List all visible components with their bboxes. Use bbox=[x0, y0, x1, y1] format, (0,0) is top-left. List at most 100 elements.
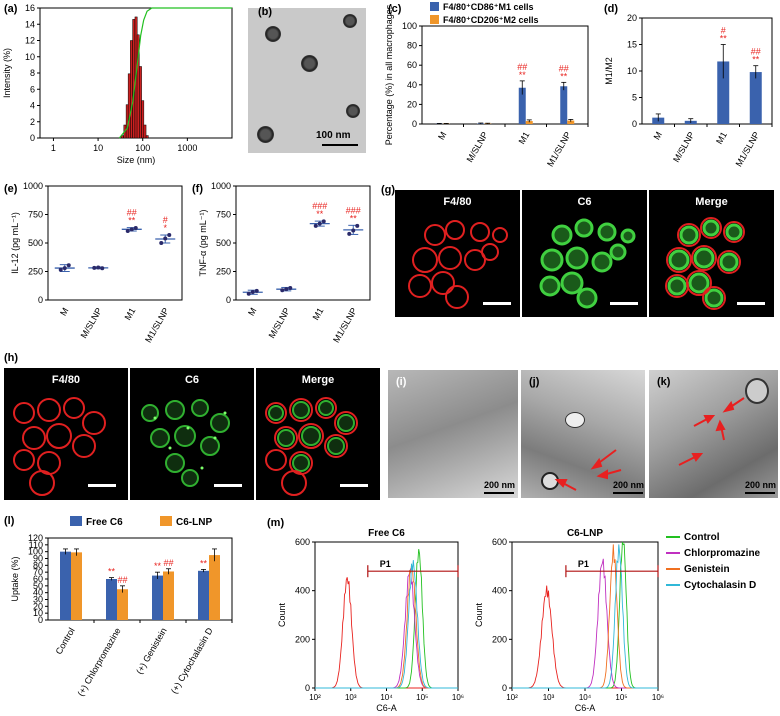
y-axis-label: Intensity (%) bbox=[2, 48, 12, 98]
panel-f-tnfa-chart: (f) 0 250 500 750 1000 TNF-α (pg mL⁻¹) M M/SLNP M… bbox=[192, 181, 371, 344]
legend-label: C6-LNP bbox=[176, 517, 212, 528]
y-tick-label: 500 bbox=[28, 238, 43, 248]
y-tick-label: 5 bbox=[632, 93, 637, 103]
x-tick-label: 10⁴ bbox=[380, 693, 393, 702]
nanoparticle bbox=[257, 126, 274, 143]
y-tick-label: 0 bbox=[412, 119, 417, 129]
y-tick-label: 14 bbox=[25, 19, 35, 29]
y-tick-label: 10 bbox=[25, 52, 35, 62]
merge-cells bbox=[665, 217, 745, 310]
histogram-line bbox=[315, 564, 458, 689]
f480-cells bbox=[408, 220, 508, 309]
panel-h-label: (h) bbox=[4, 352, 19, 364]
y-axis-label: Count bbox=[277, 603, 287, 628]
significance-mark: ** bbox=[519, 70, 527, 80]
panel-label: (e) bbox=[4, 183, 18, 195]
x-tick-label: M/SLNP bbox=[465, 130, 490, 164]
x-tick-label: M/SLNP bbox=[267, 306, 292, 340]
image-title: F4/80 bbox=[51, 374, 81, 386]
scale-bar bbox=[214, 484, 242, 487]
y-tick-label: 500 bbox=[216, 238, 231, 248]
bar bbox=[749, 72, 762, 124]
y-tick-label: 0 bbox=[632, 119, 637, 129]
bar bbox=[518, 87, 526, 124]
panel-k-tem-image: (k) 200 nm bbox=[649, 370, 778, 498]
data-point bbox=[288, 286, 293, 291]
x-tick-label: 10⁶ bbox=[652, 693, 664, 702]
y-tick-label: 110 bbox=[29, 540, 43, 550]
scale-bar bbox=[88, 484, 116, 487]
bar bbox=[163, 571, 174, 620]
x-tick-label: M1 bbox=[311, 306, 326, 322]
size-bar bbox=[127, 73, 131, 139]
y-tick-label: 60 bbox=[407, 60, 417, 70]
y-tick-label: 15 bbox=[627, 40, 637, 50]
x-tick-label: 1 bbox=[51, 143, 56, 153]
vesicle bbox=[745, 378, 769, 404]
significance-mark: ### bbox=[346, 205, 361, 215]
legend-label: Genistein bbox=[684, 564, 730, 575]
significance-mark: ## bbox=[517, 62, 527, 72]
y-tick-label: 20 bbox=[627, 13, 637, 23]
panel-h-merge-image: Merge bbox=[256, 368, 380, 500]
panel-label: (l) bbox=[4, 515, 15, 527]
x-tick-label: M1 bbox=[123, 306, 138, 322]
y-tick-label: 1000 bbox=[211, 181, 231, 191]
y-tick-label: 0 bbox=[502, 683, 507, 693]
panel-g-f480-image: F4/80 bbox=[395, 190, 520, 317]
significance-mark: ** bbox=[154, 561, 162, 571]
panel-m-free-c6-histogram: (m) Free C6 0 200 400 600 Count 10² 10³ 10⁴ 10⁵ 10⁶… bbox=[267, 517, 464, 713]
data-point bbox=[129, 227, 134, 232]
significance-mark: ** bbox=[128, 216, 136, 226]
panel-a-size-distribution-chart: (a) 0 2 4 6 8 10 12 14 16 Intensity (%) 1 10 100 1000 S… bbox=[2, 3, 233, 165]
x-tick-label: Control bbox=[54, 626, 77, 656]
x-tick-label: (+) Chlorpromazine bbox=[75, 626, 122, 698]
nanoparticle bbox=[343, 14, 357, 28]
scale-bar bbox=[322, 144, 358, 146]
image-title: C6 bbox=[184, 374, 200, 386]
x-tick-label: M1/SLNP bbox=[143, 306, 171, 344]
panel-label: (c) bbox=[388, 3, 402, 15]
scale-bar bbox=[610, 302, 638, 305]
x-tick-label: 10⁴ bbox=[579, 693, 592, 702]
legend-label: Chlorpromazine bbox=[684, 548, 761, 559]
x-tick-label: M1/SLNP bbox=[331, 306, 359, 344]
data-point bbox=[100, 266, 105, 271]
size-bar bbox=[139, 66, 142, 139]
size-bar bbox=[141, 100, 145, 139]
x-tick-label: M/SLNP bbox=[671, 130, 696, 164]
data-point bbox=[66, 263, 71, 268]
x-tick-label: M bbox=[652, 130, 664, 141]
legend-swatch bbox=[160, 516, 172, 526]
image-title: F4/80 bbox=[443, 196, 472, 208]
x-tick-label: M1/SLNP bbox=[734, 130, 762, 168]
x-tick-label: M1 bbox=[517, 130, 532, 146]
merge-cells bbox=[265, 397, 358, 496]
y-tick-label: 80 bbox=[407, 41, 417, 51]
y-tick-label: 8 bbox=[30, 68, 35, 78]
f480-cells bbox=[13, 397, 106, 496]
panel-g-c6-image: C6 bbox=[522, 190, 647, 317]
c6-cells bbox=[141, 399, 230, 487]
x-tick-label: M1/SLNP bbox=[545, 130, 573, 168]
y-tick-label: 0 bbox=[226, 295, 231, 305]
y-tick-label: 400 bbox=[492, 586, 507, 596]
bar bbox=[198, 570, 209, 620]
y-tick-label: 40 bbox=[33, 588, 43, 598]
y-tick-label: 16 bbox=[25, 3, 35, 13]
panel-label: (f) bbox=[192, 183, 203, 195]
x-tick-label: M1 bbox=[714, 130, 729, 146]
data-point bbox=[351, 228, 356, 233]
data-point bbox=[246, 291, 251, 296]
y-tick-label: 70 bbox=[33, 567, 43, 577]
data-point bbox=[347, 231, 352, 236]
x-tick-label: 10⁶ bbox=[452, 693, 464, 702]
y-tick-label: 20 bbox=[407, 99, 417, 109]
y-tick-label: 600 bbox=[492, 537, 507, 547]
y-tick-label: 400 bbox=[295, 586, 310, 596]
legend-label: F4/80⁺CD86⁺M1 cells bbox=[443, 2, 534, 12]
data-point bbox=[62, 266, 67, 271]
data-point bbox=[92, 265, 97, 270]
x-axis-label: C6-A bbox=[575, 703, 596, 713]
panel-c-macrophage-percentage-chart: (c) 0 20 40 60 80 100 Percentage (%) in all mac… bbox=[384, 2, 589, 168]
